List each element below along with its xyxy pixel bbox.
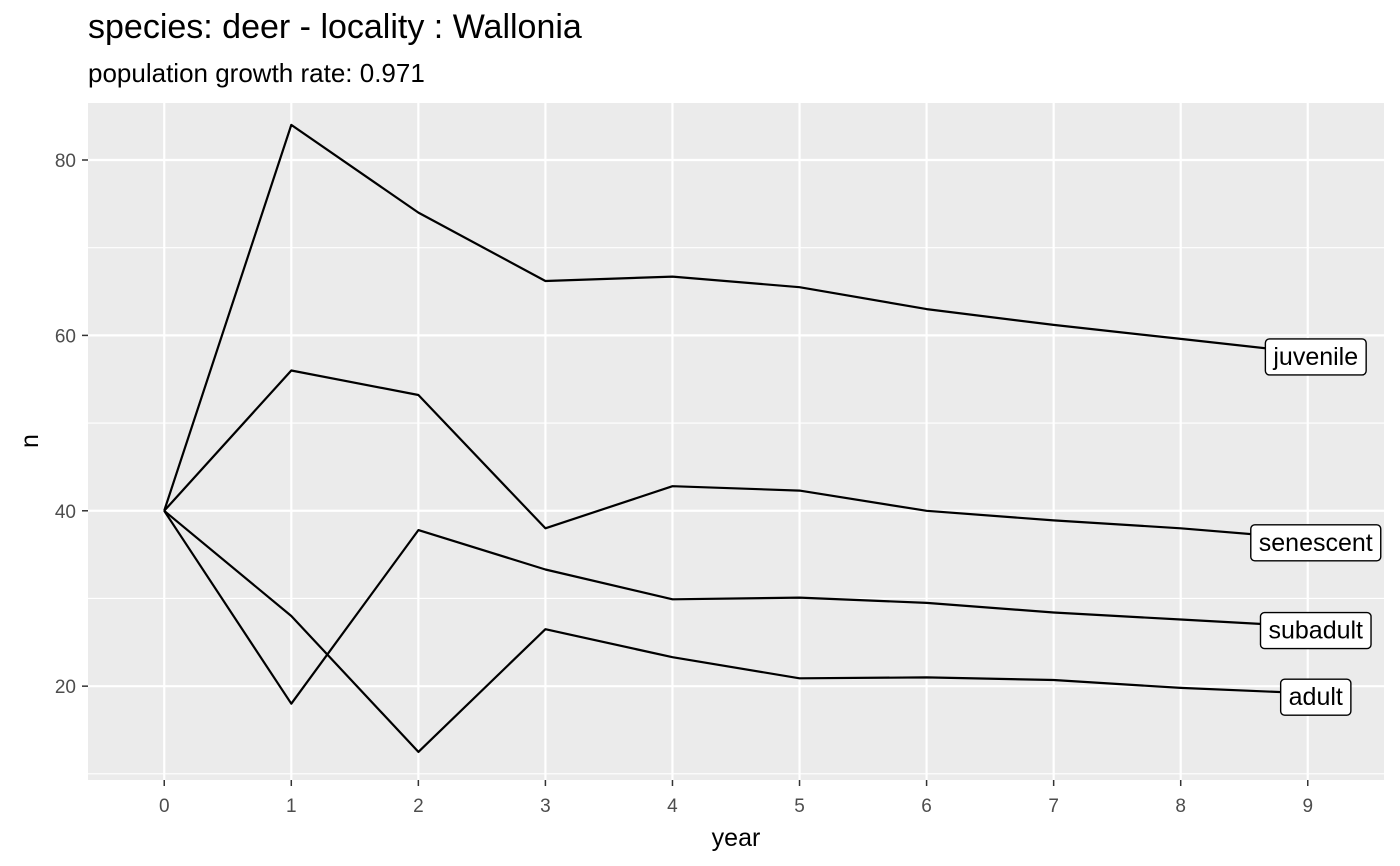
y-tick-label: 60 bbox=[55, 326, 76, 347]
y-axis: 20 40 60 80 bbox=[55, 151, 88, 698]
minor-gridlines bbox=[88, 247, 1384, 775]
series-lines bbox=[163, 123, 1308, 754]
series-label-text: senescent bbox=[1259, 529, 1373, 557]
series-label-text: adult bbox=[1289, 683, 1343, 711]
series-line-juvenile bbox=[163, 123, 1308, 512]
series-label-box bbox=[1259, 611, 1372, 650]
series-labels: juvenile senescent subadult adult bbox=[1250, 338, 1382, 716]
x-tick-label: 9 bbox=[1302, 796, 1313, 817]
x-tick-label: 1 bbox=[286, 796, 297, 817]
chart-subtitle: population growth rate: 0.971 bbox=[88, 58, 425, 88]
x-tick-label: 4 bbox=[667, 796, 678, 817]
series-line-subadult bbox=[163, 510, 1308, 705]
series-label-text: juvenile bbox=[1272, 343, 1358, 371]
series-label-senescent: senescent bbox=[1250, 524, 1382, 562]
y-tick-label: 80 bbox=[55, 151, 76, 172]
series-label-box bbox=[1250, 524, 1382, 562]
y-tick-label: 20 bbox=[55, 677, 76, 698]
series-label-box bbox=[1264, 338, 1367, 376]
x-axis-title: year bbox=[712, 824, 761, 852]
x-tick-label: 8 bbox=[1175, 796, 1186, 817]
x-tick-label: 3 bbox=[540, 796, 551, 817]
series-label-subadult: subadult bbox=[1259, 611, 1372, 650]
x-axis: 0 1 2 3 4 5 6 7 8 9 bbox=[159, 780, 1313, 817]
x-tick-label: 2 bbox=[413, 796, 424, 817]
chart-title: species: deer - locality : Wallonia bbox=[88, 8, 582, 46]
y-tick-label: 40 bbox=[55, 502, 76, 523]
series-label-adult: adult bbox=[1279, 678, 1352, 716]
x-tick-label: 0 bbox=[159, 796, 170, 817]
plot-panel bbox=[88, 103, 1384, 780]
series-label-text: subadult bbox=[1268, 617, 1363, 645]
series-line-adult bbox=[163, 509, 1308, 754]
series-label-juvenile: juvenile bbox=[1264, 338, 1367, 376]
x-tick-label: 5 bbox=[794, 796, 805, 817]
series-line-senescent bbox=[163, 369, 1308, 540]
x-tick-label: 7 bbox=[1048, 796, 1059, 817]
series-label-box bbox=[1279, 678, 1352, 716]
y-axis-title: n bbox=[16, 434, 44, 448]
x-tick-label: 6 bbox=[921, 796, 932, 817]
